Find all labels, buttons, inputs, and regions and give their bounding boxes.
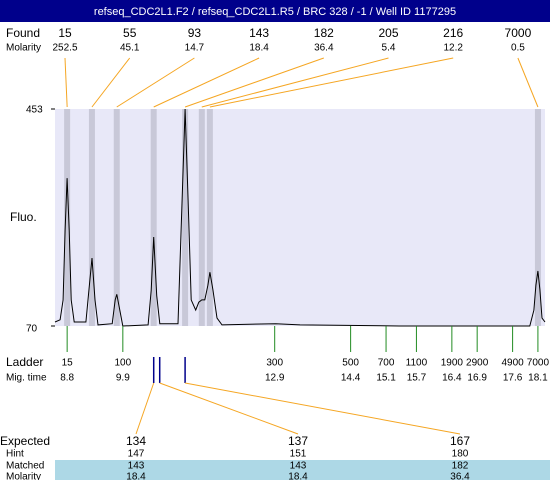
y-label: Fluo. xyxy=(10,210,37,224)
hint-label: Hint xyxy=(6,449,24,460)
peak-band xyxy=(206,109,213,326)
ladder-time: 18.1 xyxy=(528,373,548,384)
ladder-time: 14.4 xyxy=(341,373,361,384)
mig-time-label: Mig. time xyxy=(6,373,47,384)
peak-connector xyxy=(517,57,539,108)
peak-band xyxy=(150,109,157,326)
ladder-label: Ladder xyxy=(6,355,43,369)
peak-band xyxy=(88,109,95,326)
y-tick-label: 453 xyxy=(26,105,43,116)
match-connector xyxy=(185,382,461,435)
found-molarity: 14.7 xyxy=(185,43,205,54)
ladder-size: 100 xyxy=(114,358,131,369)
match-connector xyxy=(159,382,299,435)
found-size: 15 xyxy=(58,26,72,40)
peak-connector xyxy=(153,57,260,108)
expected-molarity-label: Molarity xyxy=(6,472,41,480)
found-molarity: 18.4 xyxy=(249,43,269,54)
found-molarity: 45.1 xyxy=(120,43,140,54)
peak-connector xyxy=(64,57,68,108)
found-molarity: 0.5 xyxy=(511,43,525,54)
found-size: 55 xyxy=(123,26,137,40)
expected-size: 134 xyxy=(126,434,146,448)
found-label: Found xyxy=(6,26,40,40)
peak-connector xyxy=(91,57,131,108)
title-bar xyxy=(0,0,550,22)
matched-molarity: 18.4 xyxy=(288,472,308,480)
ladder-time: 17.6 xyxy=(503,373,523,384)
expected-label: Expected xyxy=(0,434,50,448)
hint-size: 147 xyxy=(128,449,145,460)
found-size: 93 xyxy=(188,26,202,40)
y-tick-label: 70 xyxy=(26,324,38,335)
found-molarity: 36.4 xyxy=(314,43,334,54)
found-size: 182 xyxy=(314,26,334,40)
found-size: 143 xyxy=(249,26,269,40)
molarity-label: Molarity xyxy=(6,43,41,54)
found-molarity: 12.2 xyxy=(443,43,463,54)
trace xyxy=(54,108,546,327)
peak-connector xyxy=(184,57,324,108)
matched-size: 182 xyxy=(452,461,469,472)
ladder-size: 2900 xyxy=(466,358,489,369)
ladder-time: 16.4 xyxy=(442,373,462,384)
peak-connector xyxy=(209,57,454,108)
expected-size: 167 xyxy=(450,434,470,448)
ladder-size: 4900 xyxy=(501,358,524,369)
ladder-time: 12.9 xyxy=(265,373,285,384)
peak-band xyxy=(534,109,541,326)
ladder-time: 9.9 xyxy=(116,373,130,384)
ladder-time: 8.8 xyxy=(60,373,74,384)
expected-size: 137 xyxy=(288,434,308,448)
peak-band xyxy=(182,109,189,326)
matched-molarity: 18.4 xyxy=(126,472,146,480)
ladder-size: 1100 xyxy=(406,358,428,369)
match-connector xyxy=(135,382,155,435)
matched-band xyxy=(55,460,550,480)
ladder-size: 7000 xyxy=(527,358,550,369)
peak-connector xyxy=(116,57,195,108)
plot-area xyxy=(55,109,545,326)
peak-band xyxy=(64,109,71,326)
matched-label: Matched xyxy=(6,461,44,472)
ladder-size: 1900 xyxy=(441,358,464,369)
ladder-time: 15.1 xyxy=(376,373,396,384)
found-size: 7000 xyxy=(505,26,532,40)
matched-molarity: 36.4 xyxy=(450,472,470,480)
found-molarity: 252.5 xyxy=(52,43,77,54)
found-molarity: 5.4 xyxy=(382,43,396,54)
peak-connector xyxy=(201,57,389,108)
ladder-size: 500 xyxy=(342,358,359,369)
hint-size: 151 xyxy=(290,449,307,460)
ladder-size: 15 xyxy=(62,358,74,369)
ladder-time: 16.9 xyxy=(467,373,487,384)
ladder-size: 700 xyxy=(378,358,395,369)
found-size: 205 xyxy=(378,26,398,40)
ladder-time: 15.7 xyxy=(407,373,427,384)
matched-size: 143 xyxy=(128,461,145,472)
peak-band xyxy=(198,109,205,326)
ladder-size: 300 xyxy=(266,358,283,369)
hint-size: 180 xyxy=(452,449,469,460)
found-size: 216 xyxy=(443,26,463,40)
title: refseq_CDC2L1.F2 / refseq_CDC2L1.R5 / BR… xyxy=(94,6,456,18)
matched-size: 143 xyxy=(290,461,307,472)
peak-band xyxy=(113,109,120,326)
